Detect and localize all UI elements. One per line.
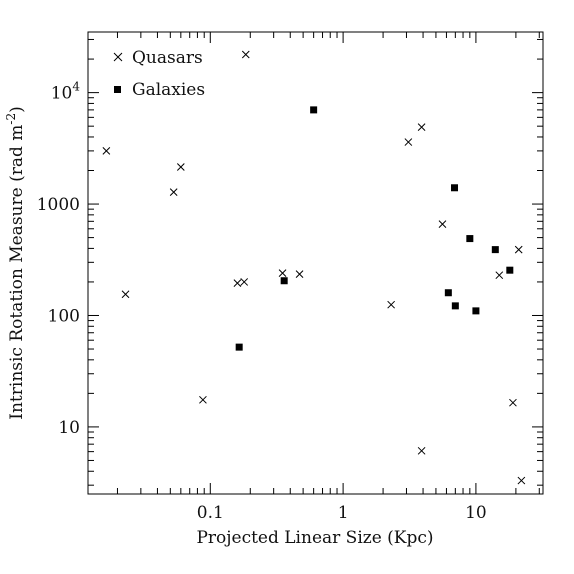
- quasar-point: [278, 269, 287, 277]
- galaxy-point: [444, 289, 452, 297]
- quasar-point: [517, 476, 526, 485]
- quasar-point: [199, 395, 207, 404]
- y-axis-label-exponent: -2: [4, 113, 18, 125]
- quasar-point: [514, 245, 523, 254]
- legend-quasars-marker: [113, 52, 123, 62]
- quasar-point: [169, 188, 178, 196]
- legend-galaxies-label: Galaxies: [132, 80, 205, 100]
- quasar-point: [387, 300, 395, 309]
- quasar-point: [233, 279, 242, 288]
- y-tick-label: 100: [48, 306, 80, 326]
- galaxy-point: [235, 343, 243, 351]
- quasar-point: [404, 138, 413, 146]
- quasar-point: [509, 398, 517, 407]
- y-axis: 10 100 1000 104: [37, 38, 543, 486]
- x-axis: 0.1 1 10: [116, 32, 540, 523]
- x-tick-label: 0.1: [197, 503, 224, 523]
- quasar-point: [495, 271, 504, 280]
- y-axis-label-main: Intrinsic Rotation Measure (rad m: [7, 125, 27, 420]
- y-tick-label: 10: [58, 418, 80, 438]
- legend: Quasars Galaxies: [113, 48, 205, 100]
- quasar-point: [240, 278, 249, 286]
- legend-quasars-label: Quasars: [132, 48, 203, 68]
- y-axis-label: Intrinsic Rotation Measure (rad m-2): [4, 106, 27, 419]
- plot-frame: [87, 31, 544, 495]
- galaxy-point: [451, 184, 459, 192]
- galaxy-point: [506, 266, 514, 274]
- galaxy-point: [466, 235, 474, 243]
- quasar-point: [438, 220, 447, 229]
- quasar-point: [121, 290, 130, 299]
- galaxy-point: [472, 307, 480, 315]
- y-tick-label: 1000: [37, 195, 80, 215]
- x-tick-label: 1: [338, 503, 349, 523]
- quasar-point: [295, 270, 304, 278]
- quasar-point: [417, 123, 426, 131]
- quasar-point: [176, 163, 185, 171]
- x-axis-label: Projected Linear Size (Kpc): [196, 528, 433, 548]
- y-axis-label-close: ): [7, 106, 27, 113]
- x-tick-label: 10: [465, 503, 487, 523]
- galaxy-point: [491, 246, 499, 254]
- galaxy-point: [451, 302, 459, 310]
- galaxy-point: [310, 106, 318, 114]
- quasar-point: [102, 147, 111, 155]
- quasar-point: [417, 446, 426, 455]
- data-points: [102, 50, 526, 485]
- y-tick-label: 104: [51, 80, 81, 104]
- legend-galaxies-marker: [114, 86, 121, 93]
- galaxy-point: [280, 277, 288, 285]
- quasar-point: [241, 50, 250, 59]
